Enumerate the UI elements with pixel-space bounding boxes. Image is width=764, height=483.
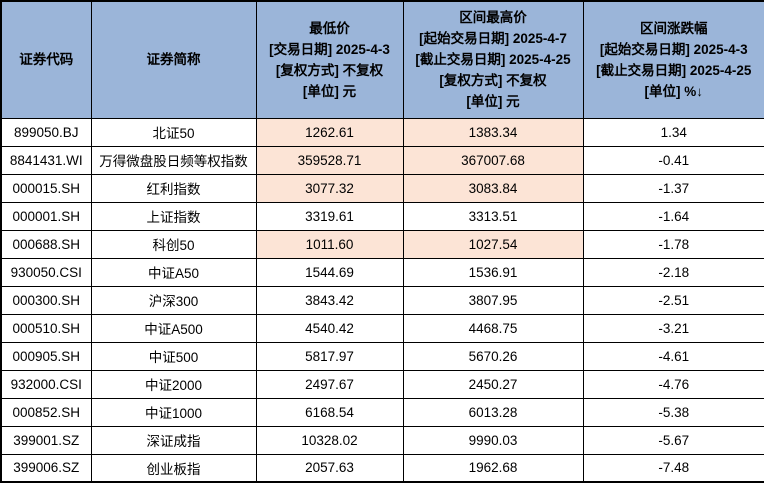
cell-security-code: 899050.BJ	[0, 117, 92, 147]
table-row: 000688.SH 科创50 1011.60 1027.54 -1.78	[0, 229, 764, 259]
table-row: 899050.BJ 北证50 1262.61 1383.34 1.34	[0, 117, 764, 147]
cell-change-pct: -3.21	[582, 313, 764, 343]
cell-highest-price: 3313.51	[402, 201, 584, 231]
cell-lowest-price: 3843.42	[255, 285, 404, 315]
cell-change-pct: -2.51	[582, 285, 764, 315]
cell-lowest-price: 6168.54	[255, 397, 404, 427]
cell-security-name: 深证成指	[90, 425, 257, 455]
cell-security-code: 399006.SZ	[0, 453, 92, 483]
table-row: 000852.SH 中证1000 6168.54 6013.28 -5.38	[0, 397, 764, 427]
cell-security-code: 000001.SH	[0, 201, 92, 231]
cell-lowest-price: 10328.02	[255, 425, 404, 455]
cell-lowest-price: 2057.63	[255, 453, 404, 483]
cell-security-code: 000510.SH	[0, 313, 92, 343]
cell-change-pct: -5.38	[582, 397, 764, 427]
cell-change-pct: -4.61	[582, 341, 764, 371]
table-row: 000300.SH 沪深300 3843.42 3807.95 -2.51	[0, 285, 764, 315]
cell-change-pct: -5.67	[582, 425, 764, 455]
cell-security-code: 930050.CSI	[0, 257, 92, 287]
cell-highest-price: 367007.68	[402, 145, 584, 175]
table-row: 399001.SZ 深证成指 10328.02 9990.03 -5.67	[0, 425, 764, 455]
cell-change-pct: -1.78	[582, 229, 764, 259]
cell-lowest-price: 2497.67	[255, 369, 404, 399]
cell-security-name: 科创50	[90, 229, 257, 259]
cell-security-name: 创业板指	[90, 453, 257, 483]
table-row: 8841431.WI 万得微盘股日频等权指数 359528.71 367007.…	[0, 145, 764, 175]
cell-change-pct: -1.37	[582, 173, 764, 203]
column-header-name: 证券简称	[90, 0, 257, 119]
cell-lowest-price: 359528.71	[255, 145, 404, 175]
table-body: 899050.BJ 北证50 1262.61 1383.34 1.34 8841…	[0, 117, 764, 483]
cell-security-code: 399001.SZ	[0, 425, 92, 455]
cell-highest-price: 1536.91	[402, 257, 584, 287]
cell-highest-price: 3083.84	[402, 173, 584, 203]
cell-security-name: 中证2000	[90, 369, 257, 399]
table-row: 932000.CSI 中证2000 2497.67 2450.27 -4.76	[0, 369, 764, 399]
cell-change-pct: -1.64	[582, 201, 764, 231]
cell-lowest-price: 5817.97	[255, 341, 404, 371]
table-row: 000510.SH 中证A500 4540.42 4468.75 -3.21	[0, 313, 764, 343]
table-row: 000905.SH 中证500 5817.97 5670.26 -4.61	[0, 341, 764, 371]
cell-security-name: 上证指数	[90, 201, 257, 231]
cell-change-pct: 1.34	[582, 117, 764, 147]
table-row: 000001.SH 上证指数 3319.61 3313.51 -1.64	[0, 201, 764, 231]
cell-security-name: 沪深300	[90, 285, 257, 315]
cell-lowest-price: 4540.42	[255, 313, 404, 343]
column-header-high: 区间最高价 [起始交易日期] 2025-4-7 [截止交易日期] 2025-4-…	[402, 0, 584, 119]
cell-security-name: 中证1000	[90, 397, 257, 427]
cell-security-name: 中证A50	[90, 257, 257, 287]
cell-security-name: 中证A500	[90, 313, 257, 343]
cell-highest-price: 5670.26	[402, 341, 584, 371]
cell-lowest-price: 3319.61	[255, 201, 404, 231]
cell-security-code: 8841431.WI	[0, 145, 92, 175]
table-row: 000015.SH 红利指数 3077.32 3083.84 -1.37	[0, 173, 764, 203]
cell-change-pct: -7.48	[582, 453, 764, 483]
column-header-low: 最低价 [交易日期] 2025-4-3 [复权方式] 不复权 [单位] 元	[255, 0, 404, 119]
cell-highest-price: 6013.28	[402, 397, 584, 427]
column-header-change: 区间涨跌幅 [起始交易日期] 2025-4-3 [截止交易日期] 2025-4-…	[582, 0, 764, 119]
cell-highest-price: 3807.95	[402, 285, 584, 315]
cell-highest-price: 9990.03	[402, 425, 584, 455]
cell-security-code: 000852.SH	[0, 397, 92, 427]
cell-lowest-price: 1011.60	[255, 229, 404, 259]
cell-highest-price: 2450.27	[402, 369, 584, 399]
cell-highest-price: 1383.34	[402, 117, 584, 147]
cell-highest-price: 1027.54	[402, 229, 584, 259]
column-header-code: 证券代码	[0, 0, 92, 119]
cell-security-name: 中证500	[90, 341, 257, 371]
cell-security-code: 000300.SH	[0, 285, 92, 315]
cell-highest-price: 4468.75	[402, 313, 584, 343]
cell-security-name: 红利指数	[90, 173, 257, 203]
header-row: 证券代码 证券简称 最低价 [交易日期] 2025-4-3 [复权方式] 不复权…	[0, 0, 764, 119]
cell-change-pct: -4.76	[582, 369, 764, 399]
cell-security-code: 000688.SH	[0, 229, 92, 259]
cell-change-pct: -0.41	[582, 145, 764, 175]
cell-security-name: 北证50	[90, 117, 257, 147]
cell-security-code: 000015.SH	[0, 173, 92, 203]
cell-security-name: 万得微盘股日频等权指数	[90, 145, 257, 175]
cell-lowest-price: 1544.69	[255, 257, 404, 287]
cell-highest-price: 1962.68	[402, 453, 584, 483]
cell-security-code: 000905.SH	[0, 341, 92, 371]
cell-lowest-price: 3077.32	[255, 173, 404, 203]
table-row: 399006.SZ 创业板指 2057.63 1962.68 -7.48	[0, 453, 764, 483]
cell-lowest-price: 1262.61	[255, 117, 404, 147]
cell-change-pct: -2.18	[582, 257, 764, 287]
cell-security-code: 932000.CSI	[0, 369, 92, 399]
table-row: 930050.CSI 中证A50 1544.69 1536.91 -2.18	[0, 257, 764, 287]
